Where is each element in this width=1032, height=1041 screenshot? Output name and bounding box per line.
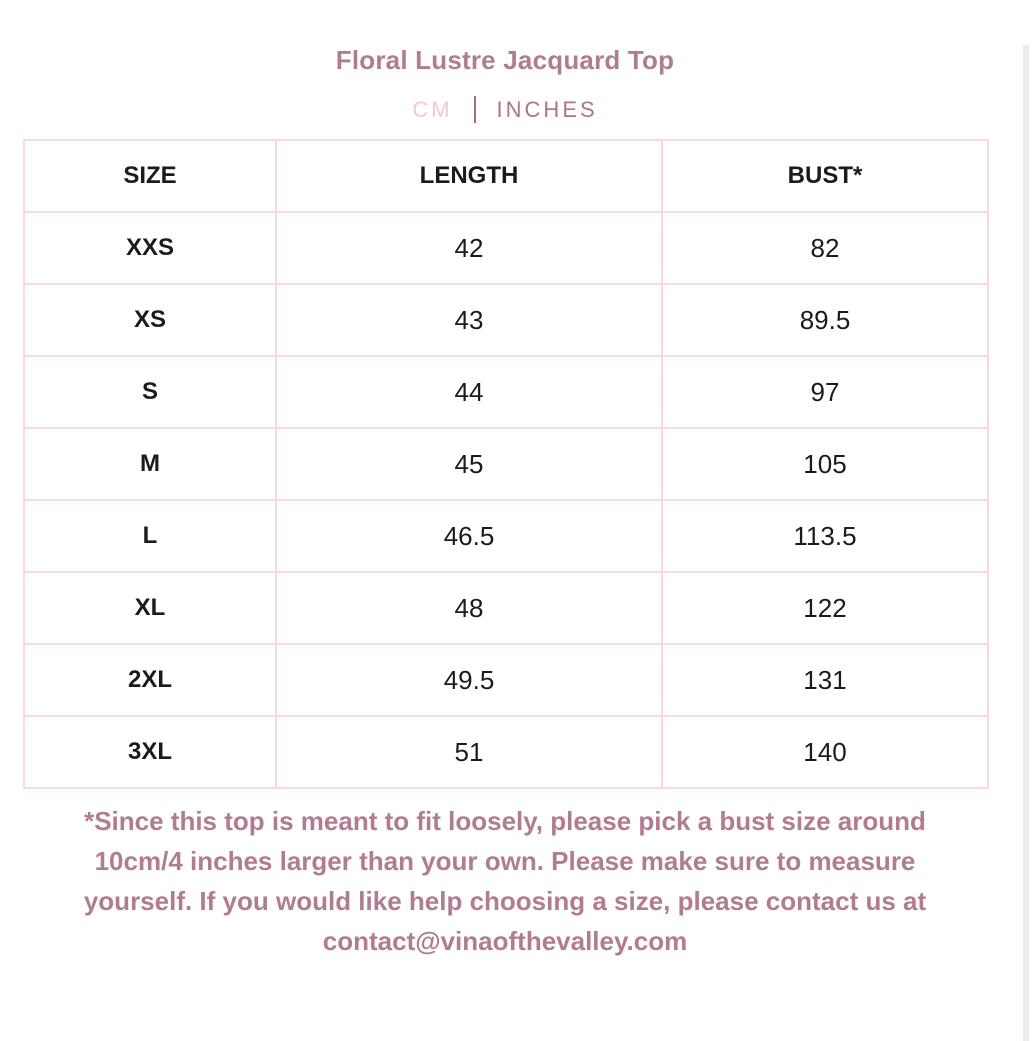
- table-row: XS 43 89.5: [23, 283, 989, 357]
- unit-toggle: CM INCHES: [23, 96, 987, 123]
- size-cell: XL: [23, 571, 277, 645]
- contact-email: contact@vinaofthevalley.com: [322, 926, 688, 956]
- unit-toggle-inches[interactable]: INCHES: [496, 97, 598, 122]
- size-cell: M: [23, 427, 277, 501]
- length-cell: 46.5: [275, 499, 663, 573]
- column-header-bust: BUST*: [661, 139, 989, 213]
- length-cell: 45: [275, 427, 663, 501]
- bust-cell: 140: [661, 715, 989, 789]
- sizing-note-line: *Since this top is meant to fit loosely,…: [84, 806, 926, 836]
- size-cell: 2XL: [23, 643, 277, 717]
- sizing-note-line: yourself. If you would like help choosin…: [83, 886, 927, 916]
- unit-toggle-divider: [473, 96, 476, 123]
- unit-toggle-cm[interactable]: CM: [412, 97, 453, 122]
- column-header-length: LENGTH: [275, 139, 663, 213]
- sizing-note-line: 10cm/4 inches larger than your own. Plea…: [94, 846, 916, 876]
- length-cell: 42: [275, 211, 663, 285]
- bust-cell: 105: [661, 427, 989, 501]
- length-cell: 51: [275, 715, 663, 789]
- table-row: 3XL 51 140: [23, 715, 989, 789]
- table-row: 2XL 49.5 131: [23, 643, 989, 717]
- bust-cell: 131: [661, 643, 989, 717]
- size-cell: S: [23, 355, 277, 429]
- sizing-note: *Since this top is meant to fit loosely,…: [23, 801, 987, 961]
- size-guide-panel: Floral Lustre Jacquard Top CM INCHES SIZ…: [23, 45, 989, 961]
- header-row: SIZE LENGTH BUST*: [23, 139, 989, 213]
- size-cell: XXS: [23, 211, 277, 285]
- table-row: S 44 97: [23, 355, 989, 429]
- length-cell: 44: [275, 355, 663, 429]
- bust-cell: 113.5: [661, 499, 989, 573]
- size-chart-table: SIZE LENGTH BUST* XXS 42 82 XS 43 89.5 S…: [23, 139, 989, 789]
- table-row: XL 48 122: [23, 571, 989, 645]
- bust-cell: 97: [661, 355, 989, 429]
- length-cell: 49.5: [275, 643, 663, 717]
- size-cell: L: [23, 499, 277, 573]
- length-cell: 48: [275, 571, 663, 645]
- table-row: L 46.5 113.5: [23, 499, 989, 573]
- length-cell: 43: [275, 283, 663, 357]
- table-row: XXS 42 82: [23, 211, 989, 285]
- column-header-size: SIZE: [23, 139, 277, 213]
- size-cell: 3XL: [23, 715, 277, 789]
- size-cell: XS: [23, 283, 277, 357]
- table-row: M 45 105: [23, 427, 989, 501]
- bust-cell: 122: [661, 571, 989, 645]
- scrollbar-track[interactable]: [1023, 45, 1029, 1041]
- bust-cell: 89.5: [661, 283, 989, 357]
- page-title: Floral Lustre Jacquard Top: [335, 45, 675, 75]
- bust-cell: 82: [661, 211, 989, 285]
